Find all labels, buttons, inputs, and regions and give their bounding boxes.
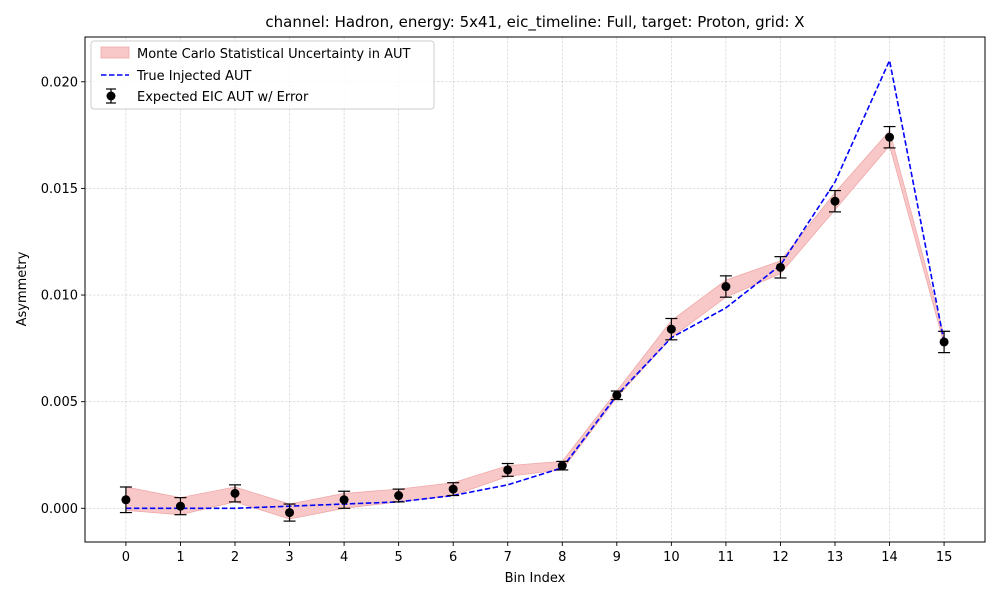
line-layer <box>125 57 945 510</box>
y-tick-label: 0.015 <box>41 182 78 197</box>
x-tick-label: 14 <box>881 550 898 565</box>
data-point <box>721 282 731 292</box>
data-point <box>557 461 567 471</box>
data-point <box>448 484 458 494</box>
x-tick-label: 3 <box>285 550 293 565</box>
data-point <box>285 508 295 518</box>
x-axis-label: Bin Index <box>505 571 566 586</box>
y-tick-label: 0.000 <box>41 502 78 517</box>
data-point <box>339 495 349 505</box>
x-tick-label: 13 <box>827 550 844 565</box>
data-point <box>666 324 676 334</box>
x-tick-label: 10 <box>663 550 680 565</box>
data-point <box>830 196 840 206</box>
data-point <box>939 337 949 347</box>
data-point <box>394 491 404 501</box>
x-tick-label: 7 <box>504 550 512 565</box>
x-tick-label: 4 <box>340 550 348 565</box>
legend-label-line: True Injected AUT <box>136 69 251 84</box>
x-tick-label: 9 <box>613 550 621 565</box>
x-tick-label: 11 <box>718 550 735 565</box>
x-tick-label: 0 <box>122 550 130 565</box>
data-point <box>885 132 895 142</box>
x-tick-label: 15 <box>936 550 953 565</box>
data-point <box>230 488 240 498</box>
legend-swatch-errorbar <box>106 88 116 104</box>
data-point <box>121 495 131 505</box>
legend-label-band: Monte Carlo Statistical Uncertainty in A… <box>137 47 411 62</box>
grid-layer <box>85 37 985 542</box>
data-point <box>612 390 622 400</box>
data-point <box>503 465 513 475</box>
x-tick-label: 5 <box>394 550 402 565</box>
chart-title: channel: Hadron, energy: 5x41, eic_timel… <box>265 13 804 32</box>
y-axis-label: Asymmetry <box>15 251 30 326</box>
plot-frame <box>84 36 986 543</box>
legend-box <box>90 40 435 110</box>
x-tick-label: 8 <box>558 550 566 565</box>
legend: Monte Carlo Statistical Uncertainty in A… <box>90 40 435 110</box>
x-tick-label: 1 <box>176 550 184 565</box>
x-tick-layer: 0 1 2 3 4 5 6 7 8 9 10 11 12 13 14 15 <box>122 542 953 565</box>
point-layer <box>121 132 949 518</box>
y-tick-label: 0.005 <box>41 395 78 410</box>
legend-label-errorbar: Expected EIC AUT w/ Error <box>137 90 309 105</box>
x-tick-label: 6 <box>449 550 457 565</box>
x-tick-label: 12 <box>772 550 789 565</box>
data-point <box>775 262 785 272</box>
data-point <box>175 501 185 511</box>
legend-swatch-band <box>100 46 130 59</box>
true-injected-line <box>125 57 945 510</box>
y-tick-layer: 0.000 0.005 0.010 0.015 0.020 <box>41 75 85 517</box>
x-tick-label: 2 <box>231 550 239 565</box>
y-tick-label: 0.010 <box>41 289 78 304</box>
y-tick-label: 0.020 <box>41 75 78 90</box>
